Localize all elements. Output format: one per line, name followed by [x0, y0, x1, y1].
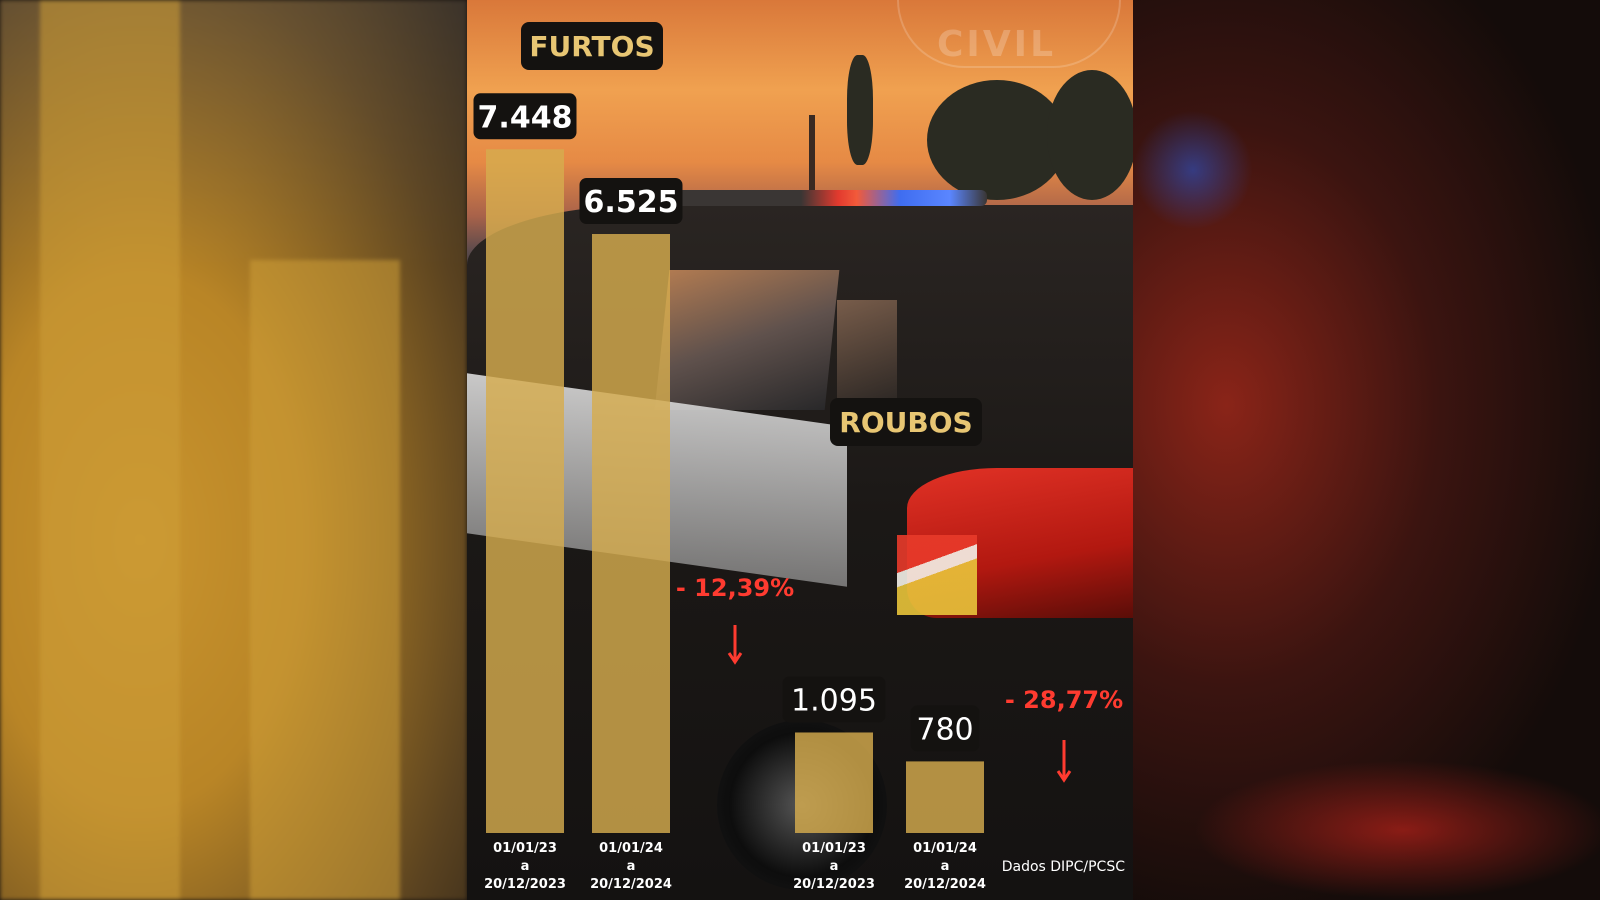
category-label: 20/12/2024 — [904, 877, 986, 892]
chart-title-badge: ROUBOS — [830, 398, 982, 446]
chart-group-furtos: 7.448 01/01/23 a 20/12/2023 6.525 01/01/24 a 20… — [473, 22, 794, 892]
blurred-bar — [250, 260, 400, 900]
down-arrow-icon — [727, 625, 743, 665]
siren-light-bar — [677, 190, 987, 206]
chart-group-roubos: 1.095 01/01/23 a 20/12/2023 780 01/01/24 a 20/1… — [782, 398, 1123, 892]
value-label-text: 6.525 — [584, 185, 679, 220]
blurred-background-left — [0, 0, 467, 900]
value-label-text: 780 — [916, 712, 973, 747]
percent-change-label: - 28,77% — [1005, 686, 1123, 714]
blurred-siren-glow — [1133, 110, 1253, 230]
bar-roubos-1 — [795, 732, 873, 833]
down-arrow-icon — [1056, 740, 1072, 783]
palm-tree — [927, 80, 1067, 200]
chart-title: ROUBOS — [839, 406, 972, 439]
tree — [1047, 70, 1133, 200]
category-label: 20/12/2024 — [590, 877, 672, 892]
category-label: a — [521, 859, 530, 874]
cypress-tree — [847, 55, 873, 165]
percent-change-label: - 12,39% — [676, 574, 794, 602]
value-label: 1.095 — [782, 676, 886, 723]
category-label: 01/01/24 — [913, 841, 977, 856]
source-note: Dados DIPC/PCSC — [1002, 859, 1126, 875]
category-label: a — [627, 859, 636, 874]
category-label: 20/12/2023 — [484, 877, 566, 892]
utility-pole — [809, 115, 815, 205]
blurred-bar — [40, 0, 180, 900]
chart-title-badge: FURTOS — [521, 22, 663, 70]
value-label-text: 7.448 — [478, 100, 573, 135]
blurred-taillight-glow — [1193, 760, 1600, 900]
value-label-text: 1.095 — [791, 683, 877, 718]
state-flag-emblem — [897, 535, 977, 615]
bar-furtos-2 — [592, 234, 670, 833]
category-label: 01/01/24 — [599, 841, 663, 856]
chart-title: FURTOS — [529, 30, 654, 63]
category-label: 01/01/23 — [802, 841, 866, 856]
blurred-background-right — [1133, 0, 1600, 900]
category-label: 20/12/2023 — [793, 877, 875, 892]
value-label: 7.448 — [473, 93, 577, 140]
category-label: a — [941, 859, 950, 874]
bar-roubos-2 — [906, 761, 984, 833]
value-label: 6.525 — [579, 178, 683, 225]
car-window — [837, 300, 897, 410]
category-label: a — [830, 859, 839, 874]
category-label: 01/01/23 — [493, 841, 557, 856]
value-label: 780 — [910, 705, 980, 752]
photo-panel: CIVIL — [467, 0, 1133, 900]
bar-furtos-1 — [486, 149, 564, 833]
watermark-text: CIVIL — [937, 24, 1057, 65]
